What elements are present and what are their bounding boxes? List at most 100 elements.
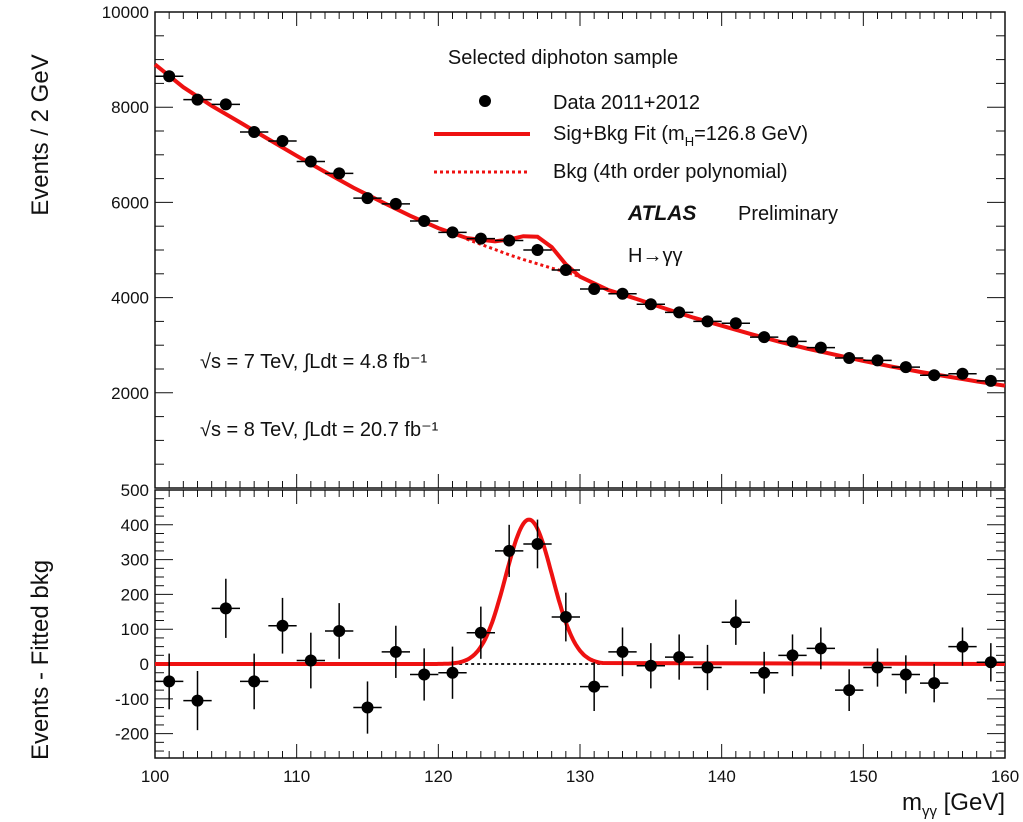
main-data-point	[163, 70, 176, 83]
residual-data-point	[786, 649, 799, 662]
residual-y-tick-label: 0	[140, 655, 149, 674]
main-data-point	[474, 232, 487, 245]
main-data-point	[899, 361, 912, 374]
main-data-point	[729, 317, 742, 330]
residual-data-point	[333, 624, 346, 637]
residual-data-point	[673, 651, 686, 664]
residual-data-point	[616, 645, 629, 658]
residual-data-point	[248, 675, 261, 688]
residual-data-point	[304, 654, 317, 667]
residual-data-point	[928, 677, 941, 690]
main-y-tick-label: 4000	[111, 289, 149, 308]
residual-data-point	[814, 642, 827, 655]
residual-data-point	[729, 616, 742, 629]
main-data-point	[531, 244, 544, 256]
atlas-label: ATLAS	[627, 202, 696, 225]
main-data-point	[984, 374, 997, 387]
residual-data-point	[446, 666, 459, 679]
legend: Data 2011+2012 Sig+Bkg Fit (mH=126.8 GeV…	[434, 92, 808, 183]
main-data-point	[559, 263, 572, 276]
residual-data-point	[418, 668, 431, 681]
residual-y-tick-label: 100	[121, 620, 149, 639]
residual-y-tick-label: 500	[121, 481, 149, 500]
main-data-points	[155, 70, 1005, 387]
main-y-tick-label: 10000	[102, 3, 149, 22]
main-data-point	[956, 367, 969, 380]
main-data-point	[814, 341, 827, 354]
main-axis-ticks	[154, 11, 1006, 489]
residual-y-tick-label: -200	[115, 725, 149, 744]
residual-data-point	[276, 619, 289, 632]
x-axis-title: mγγ [GeV]	[902, 789, 1005, 820]
residual-data-point	[163, 675, 176, 688]
residual-data-point	[389, 645, 402, 658]
sample-label: Selected diphoton sample	[448, 47, 678, 69]
x-tick-label: 120	[424, 767, 452, 786]
residual-data-point	[474, 626, 487, 639]
main-data-point	[418, 214, 431, 227]
legend-bkg-label: Bkg (4th order polynomial)	[553, 161, 788, 183]
main-data-point	[758, 331, 771, 344]
main-y-tick-label: 2000	[111, 384, 149, 403]
legend-data-marker	[479, 95, 491, 107]
channel-label: H→γγ	[628, 245, 682, 267]
residual-data-point	[503, 544, 516, 557]
residual-data-point	[899, 668, 912, 681]
main-data-point	[928, 369, 941, 382]
main-data-point	[616, 287, 629, 300]
residual-axis-ticks	[154, 489, 1006, 758]
main-data-point	[219, 98, 232, 111]
x-tick-label: 100	[141, 767, 169, 786]
residual-data-point	[984, 656, 997, 669]
residual-data-point	[701, 661, 714, 674]
residual-y-tick-label: -100	[115, 690, 149, 709]
residual-data-point	[531, 537, 544, 550]
residual-data-point	[956, 640, 969, 653]
main-data-point	[644, 298, 657, 311]
residual-y-tick-label: 400	[121, 516, 149, 535]
legend-fit-label: Sig+Bkg Fit (mH=126.8 GeV)	[553, 123, 808, 149]
residual-data-point	[871, 661, 884, 674]
main-y-axis-title: Events / 2 GeV	[27, 54, 54, 215]
residual-data-point	[559, 611, 572, 624]
residual-data-point	[588, 680, 601, 693]
main-data-point	[389, 197, 402, 210]
residual-signal-fit-line	[155, 517, 1006, 667]
x-tick-label: 140	[707, 767, 735, 786]
main-data-point	[304, 155, 317, 168]
main-data-point	[588, 283, 601, 296]
residual-data-point	[219, 602, 232, 615]
residual-y-tick-label: 300	[121, 551, 149, 570]
main-data-point	[673, 306, 686, 319]
residual-data-point	[843, 684, 856, 697]
x-tick-label: 160	[991, 767, 1019, 786]
residual-data-point	[644, 659, 657, 672]
residual-y-tick-label: 200	[121, 585, 149, 604]
main-data-point	[786, 335, 799, 348]
lumi-7tev-label: √s = 7 TeV, ∫Ldt = 4.8 fb⁻¹	[200, 351, 427, 373]
main-data-point	[248, 125, 261, 138]
main-tick-labels: 2000 4000 6000 8000 10000	[102, 3, 149, 403]
main-data-point	[503, 234, 516, 247]
main-data-point	[276, 134, 289, 147]
x-tick-label: 110	[283, 767, 310, 786]
residual-data-point	[191, 694, 204, 707]
main-data-point	[361, 192, 374, 205]
residual-data-points	[155, 519, 1005, 734]
bkg-fit-line	[466, 237, 581, 279]
residual-y-axis-title: Events - Fitted bkg	[27, 560, 54, 760]
main-panel: 2000 4000 6000 8000 10000 Selected diphoton …	[102, 3, 1006, 489]
main-data-point	[446, 226, 459, 239]
residual-tick-labels: 100 110 120 130 140 150 160 -200 -100 0 100 200 300 4…	[115, 481, 1019, 786]
main-y-tick-label: 8000	[111, 98, 149, 117]
main-plot-frame	[154, 11, 1006, 489]
residual-panel: 100 110 120 130 140 150 160 -200 -100 0 100 200 300 4…	[115, 481, 1019, 786]
lumi-8tev-label: √s = 8 TeV, ∫Ldt = 20.7 fb⁻¹	[200, 419, 439, 441]
legend-data-label: Data 2011+2012	[553, 92, 700, 114]
main-data-point	[843, 352, 856, 365]
x-tick-label: 130	[566, 767, 594, 786]
residual-data-point	[361, 701, 374, 714]
main-data-point	[701, 315, 714, 328]
main-data-point	[191, 93, 204, 106]
